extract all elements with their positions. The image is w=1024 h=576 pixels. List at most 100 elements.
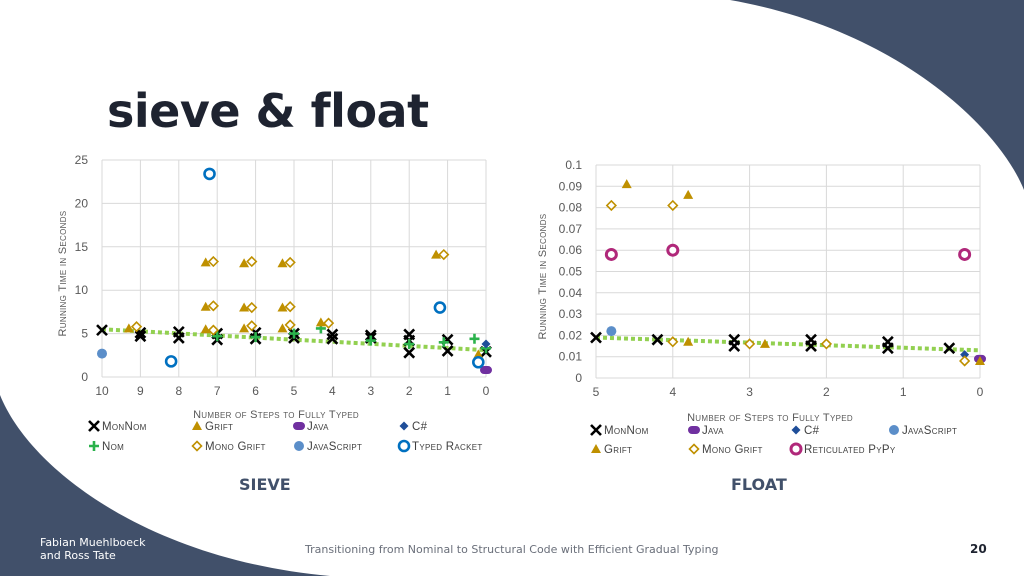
footer-title: Transitioning from Nominal to Structural… (305, 543, 719, 556)
y-tick-label: 10 (75, 283, 89, 297)
c-point (960, 350, 970, 360)
legend-marker-javascript (294, 441, 304, 451)
x-tick-label: 0 (483, 384, 490, 398)
grift-point (239, 323, 250, 333)
grift-point (473, 349, 484, 359)
legend-label-java: Java (307, 421, 329, 433)
nom-point (250, 332, 261, 343)
monnom-point (728, 340, 741, 352)
monnom-point (326, 328, 339, 341)
y-tick-label: 0.1 (565, 158, 582, 172)
typed-racket-point (472, 355, 485, 369)
page-number: 20 (970, 542, 987, 556)
legend-marker-typed-racket (397, 439, 411, 453)
x-tick-label: 2 (406, 384, 413, 398)
mono-grift-point (284, 319, 296, 331)
javascript-point (97, 348, 107, 359)
x-tick-label: 9 (137, 384, 144, 398)
java-point (480, 366, 492, 375)
x-tick-label: 4 (669, 385, 676, 399)
grift-point (123, 323, 134, 333)
legend-marker-c (399, 421, 409, 431)
grift-point (200, 257, 211, 267)
monnom-point (403, 346, 416, 359)
mono-grift-point (743, 338, 756, 350)
mono-grift-point (605, 199, 617, 212)
mono-grift-point (438, 248, 450, 261)
mono-grift-point (322, 317, 335, 329)
reticulated-pypy-point (958, 247, 972, 261)
x-tick-label: 2 (823, 385, 830, 399)
y-axis-label: Running Time in Seconds (57, 211, 69, 337)
legend-marker-c (791, 425, 801, 435)
reticulated-pypy-point (604, 247, 618, 261)
legend-label-c: C# (412, 421, 428, 433)
mono-grift-point (959, 355, 971, 367)
mono-grift-point (130, 321, 143, 333)
legend-marker-mono-grift (688, 443, 700, 455)
sieve-subtitle: SIEVE (239, 475, 291, 494)
grift-point (277, 323, 288, 333)
legend-label-monnom: MonNom (604, 425, 649, 437)
grift-point (239, 258, 250, 268)
nom-point (365, 335, 376, 346)
legend-marker-monnom (590, 424, 602, 436)
y-tick-label: 5 (81, 327, 88, 341)
y-tick-label: 0 (81, 370, 88, 384)
x-tick-label: 6 (252, 384, 259, 398)
typed-racket-point (433, 301, 447, 314)
x-axis-label: Number of Steps to Fully Typed (687, 412, 853, 424)
legend-label-monnom: MonNom (102, 421, 147, 433)
javascript-point (606, 326, 617, 337)
monnom-point (651, 333, 664, 346)
monnom-point (364, 329, 377, 342)
nom-point (289, 328, 299, 339)
x-tick-label: 7 (214, 384, 221, 398)
legend-marker-nom (89, 441, 99, 451)
legend-label-mono-grift: Mono Grift (205, 441, 266, 453)
footer-authors: Fabian Muehlboeck and Ross Tate (40, 536, 146, 562)
mono-grift-point (207, 300, 219, 312)
y-tick-label: 0.06 (559, 243, 583, 257)
legend-marker-java (293, 422, 305, 430)
nom-point (438, 337, 449, 348)
mono-grift-point (246, 301, 258, 314)
mono-grift-point (284, 301, 296, 313)
mono-grift-point (246, 255, 258, 268)
grift-point (431, 249, 442, 259)
y-tick-label: 0.09 (559, 179, 583, 193)
legend-label-grift: Grift (205, 421, 233, 433)
y-tick-label: 0.02 (559, 328, 583, 342)
y-tick-label: 0.04 (559, 286, 583, 300)
data-points (590, 179, 986, 367)
grift-point (200, 301, 211, 311)
grift-point (239, 302, 250, 312)
monnom-point (134, 330, 147, 343)
nom-point (212, 331, 223, 342)
mono-grift-point (667, 336, 679, 348)
grid (101, 159, 487, 378)
legend-label-reticulated-pypy: Reticulated PyPy (804, 444, 896, 456)
grift-point (315, 317, 326, 327)
c-point (481, 339, 491, 349)
reticulated-pypy-point (666, 243, 680, 257)
nom-point (469, 333, 480, 344)
mono-grift-point (284, 256, 296, 269)
y-tick-label: 0.05 (559, 265, 583, 279)
float-chart: 0 0.01 0.02 0.03 0.04 0.05 0.06 0.07 0.08 0.09 0.1… (537, 158, 986, 456)
mono-grift-point (207, 324, 219, 336)
x-tick-label: 0 (977, 385, 984, 399)
legend-label-java: Java (702, 425, 724, 437)
y-tick-label: 0.01 (559, 350, 583, 364)
typed-racket-point (164, 355, 178, 368)
slide-title: sieve & float (107, 84, 429, 138)
monnom-point (172, 325, 185, 338)
legend: MonNom Grift Java C# Nom Mono Grift JavaScript… (88, 420, 483, 453)
legend-marker-monnom (88, 420, 100, 432)
x-tick-label: 1 (444, 384, 451, 398)
x-tick-label: 10 (95, 384, 109, 398)
legend-label-typed-racket: Typed Racket (412, 441, 483, 453)
mono-grift-point (207, 255, 219, 268)
typed-racket-point (203, 167, 216, 181)
